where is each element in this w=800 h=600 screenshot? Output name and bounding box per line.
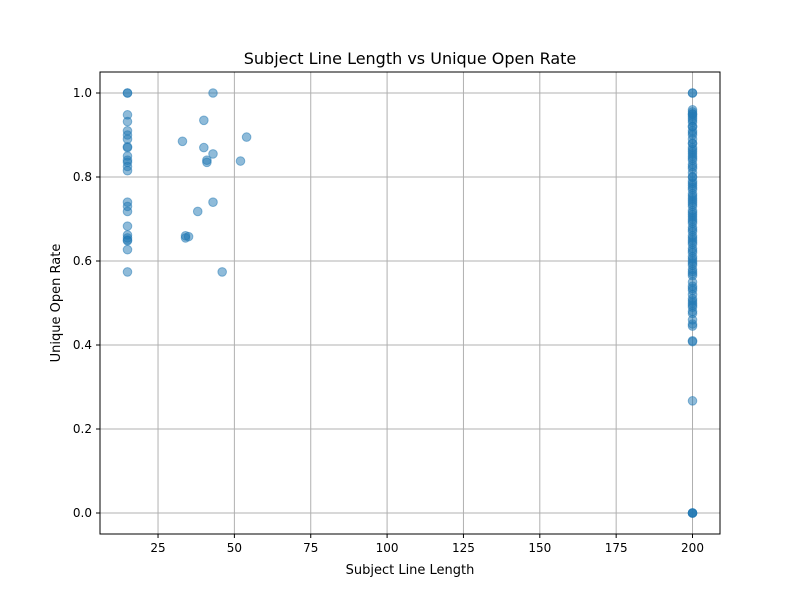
data-point (122, 142, 133, 153)
data-point (687, 508, 698, 518)
y-tick-label: 0.6 (73, 254, 92, 268)
data-point (687, 191, 698, 201)
x-tick-label: 125 (452, 541, 475, 555)
plot-frame (99, 71, 721, 535)
data-point (192, 206, 203, 217)
data-point (687, 300, 698, 310)
x-tick-label: 175 (605, 541, 628, 555)
data-point (687, 144, 698, 155)
data-point (687, 161, 698, 172)
chart-title: Subject Line Length vs Unique Open Rate (244, 49, 577, 68)
data-point (122, 221, 133, 231)
data-point (202, 157, 212, 168)
data-point (687, 216, 698, 226)
data-point (208, 149, 218, 159)
data-point (217, 267, 227, 277)
data-point (122, 236, 133, 246)
data-point (687, 396, 698, 406)
data-point (177, 136, 188, 147)
data-point (687, 172, 698, 182)
data-point (687, 336, 698, 347)
data-point (199, 142, 209, 153)
data-point (199, 115, 209, 126)
data-point (687, 321, 698, 331)
y-axis-label: Unique Open Rate (49, 244, 64, 363)
grid-lines (100, 72, 720, 534)
data-point (687, 153, 698, 163)
data-point (687, 245, 698, 256)
data-point (687, 270, 698, 281)
x-tick-label: 25 (150, 541, 165, 555)
x-tick-label: 200 (681, 541, 704, 555)
data-point (687, 258, 698, 268)
y-tick-label: 0.4 (73, 338, 92, 352)
data-point (208, 88, 218, 98)
data-point (241, 132, 252, 142)
y-tick-label: 0.2 (73, 422, 92, 436)
x-axis-label: Subject Line Length (346, 563, 475, 578)
x-tick-label: 150 (528, 541, 551, 555)
x-tick-label: 50 (227, 541, 242, 555)
data-point (687, 224, 698, 235)
data-point (183, 231, 194, 242)
data-point (122, 165, 133, 176)
data-point (235, 156, 246, 166)
data-point (122, 116, 133, 127)
data-point (122, 206, 133, 217)
x-tick-label: 75 (303, 541, 318, 555)
data-point (687, 121, 698, 132)
data-point (687, 88, 698, 98)
x-tick-label: 100 (376, 541, 399, 555)
y-tick-label: 0.0 (73, 506, 92, 520)
data-point (208, 197, 218, 207)
data-point (687, 207, 698, 218)
data-point (687, 182, 698, 193)
data-point (122, 88, 133, 98)
data-point (687, 237, 698, 247)
y-tick-label: 0.8 (73, 170, 92, 184)
y-tick-label: 1.0 (73, 86, 92, 100)
data-point (122, 244, 133, 255)
data-point (687, 199, 698, 210)
data-points (122, 88, 698, 518)
data-point (122, 267, 133, 277)
x-axis-ticks: 25 50 75 100 125 150 175 200 (150, 534, 704, 555)
y-axis-ticks: 0.0 0.2 0.4 0.6 0.8 1.0 (73, 86, 100, 520)
